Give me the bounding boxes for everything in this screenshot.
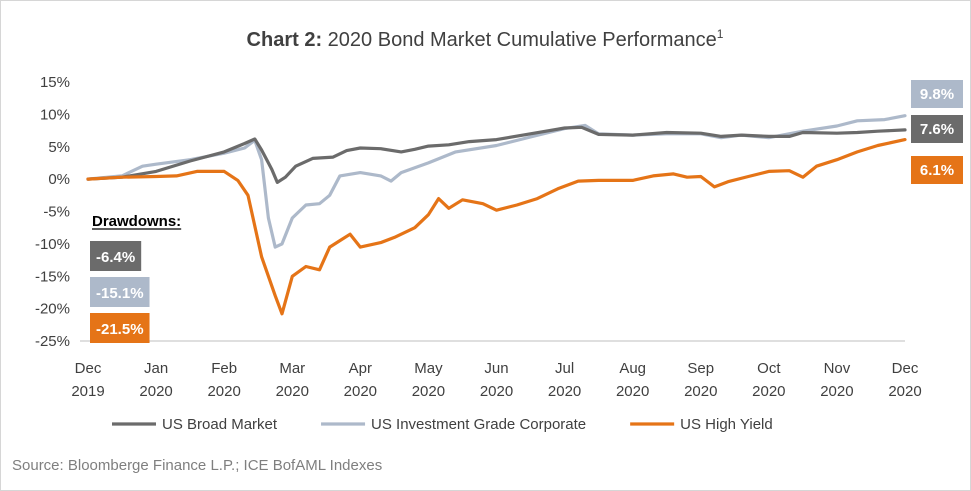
x-tick-label-year: 2020 bbox=[888, 383, 921, 400]
x-tick-label-month: May bbox=[414, 360, 443, 377]
x-tick-label-year: 2020 bbox=[548, 383, 581, 400]
x-tick-label-month: Sep bbox=[687, 360, 714, 377]
y-tick-label: 15% bbox=[40, 74, 70, 91]
x-tick-label-month: Oct bbox=[757, 360, 781, 377]
x-tick-label-year: 2020 bbox=[344, 383, 377, 400]
x-tick-label-year: 2019 bbox=[71, 383, 104, 400]
x-tick-label-month: Apr bbox=[349, 360, 372, 377]
series-line-us-high-yield bbox=[86, 138, 907, 316]
x-tick-label-month: Mar bbox=[279, 360, 305, 377]
y-tick-label: -10% bbox=[35, 236, 70, 253]
end-value-label: 7.6% bbox=[920, 121, 954, 138]
x-tick-label-month: Dec bbox=[75, 360, 102, 377]
x-tick-label-month: Jun bbox=[484, 360, 508, 377]
x-tick-label-year: 2020 bbox=[684, 383, 717, 400]
y-axis: 15% 10% 5% 0% -5% -10% -15% -20% -25% bbox=[35, 74, 70, 350]
legend: US Broad Market US Investment Grade Corpo… bbox=[112, 416, 773, 433]
x-tick-label-year: 2020 bbox=[752, 383, 785, 400]
x-tick-label-month: Nov bbox=[824, 360, 851, 377]
x-axis: Dec 2019 Jan 2020 Feb 2020 Mar 2020 Apr 2020 May 20… bbox=[71, 360, 921, 400]
x-tick-label-year: 2020 bbox=[276, 383, 309, 400]
y-tick-label: -5% bbox=[43, 204, 70, 221]
drawdown-value: -21.5% bbox=[96, 321, 144, 338]
x-tick-label-year: 2020 bbox=[139, 383, 172, 400]
end-value-badge bbox=[911, 115, 963, 143]
drawdown-badge bbox=[90, 313, 150, 343]
y-tick-label: 0% bbox=[48, 171, 70, 188]
end-value-badge bbox=[911, 80, 963, 108]
x-tick-label-year: 2020 bbox=[820, 383, 853, 400]
y-tick-label: 5% bbox=[48, 139, 70, 156]
legend-label: US High Yield bbox=[680, 416, 773, 433]
chart-title-superscript: 1 bbox=[717, 27, 724, 41]
chart-title-bold: Chart 2: bbox=[247, 29, 323, 51]
drawdown-badge bbox=[90, 241, 142, 271]
x-tick-label-year: 2020 bbox=[480, 383, 513, 400]
x-tick-label-month: Dec bbox=[892, 360, 919, 377]
x-tick-label-year: 2020 bbox=[207, 383, 240, 400]
drawdowns-panel: Drawdowns: -6.4% -15.1% -21.5% bbox=[90, 213, 182, 343]
drawdown-value: -15.1% bbox=[96, 285, 144, 302]
drawdown-badge bbox=[90, 277, 150, 307]
end-labels: 9.8% 7.6% 6.1% bbox=[911, 80, 963, 184]
end-value-label: 6.1% bbox=[920, 162, 954, 179]
series-layer bbox=[86, 114, 907, 316]
chart-title-main: 2020 Bond Market Cumulative Performance bbox=[322, 29, 717, 51]
source-note: Source: Bloomberge Finance L.P.; ICE Bof… bbox=[12, 457, 382, 474]
end-value-label: 9.8% bbox=[920, 86, 954, 103]
legend-label: US Investment Grade Corporate bbox=[371, 416, 586, 433]
chart-title: Chart 2: 2020 Bond Market Cumulative Per… bbox=[247, 27, 724, 51]
y-tick-label: -20% bbox=[35, 301, 70, 318]
end-value-badge bbox=[911, 156, 963, 184]
x-tick-label-month: Jul bbox=[555, 360, 574, 377]
series-line-us-broad-market bbox=[86, 125, 907, 184]
y-tick-label: -25% bbox=[35, 333, 70, 350]
y-tick-label: 10% bbox=[40, 106, 70, 123]
y-tick-label: -15% bbox=[35, 268, 70, 285]
drawdowns-title: Drawdowns: bbox=[92, 213, 181, 230]
x-tick-label-month: Feb bbox=[211, 360, 237, 377]
x-tick-label-month: Jan bbox=[144, 360, 168, 377]
x-tick-label-year: 2020 bbox=[412, 383, 445, 400]
legend-label: US Broad Market bbox=[162, 416, 278, 433]
x-tick-label-year: 2020 bbox=[616, 383, 649, 400]
x-tick-label-month: Aug bbox=[619, 360, 646, 377]
drawdown-value: -6.4% bbox=[96, 249, 135, 266]
